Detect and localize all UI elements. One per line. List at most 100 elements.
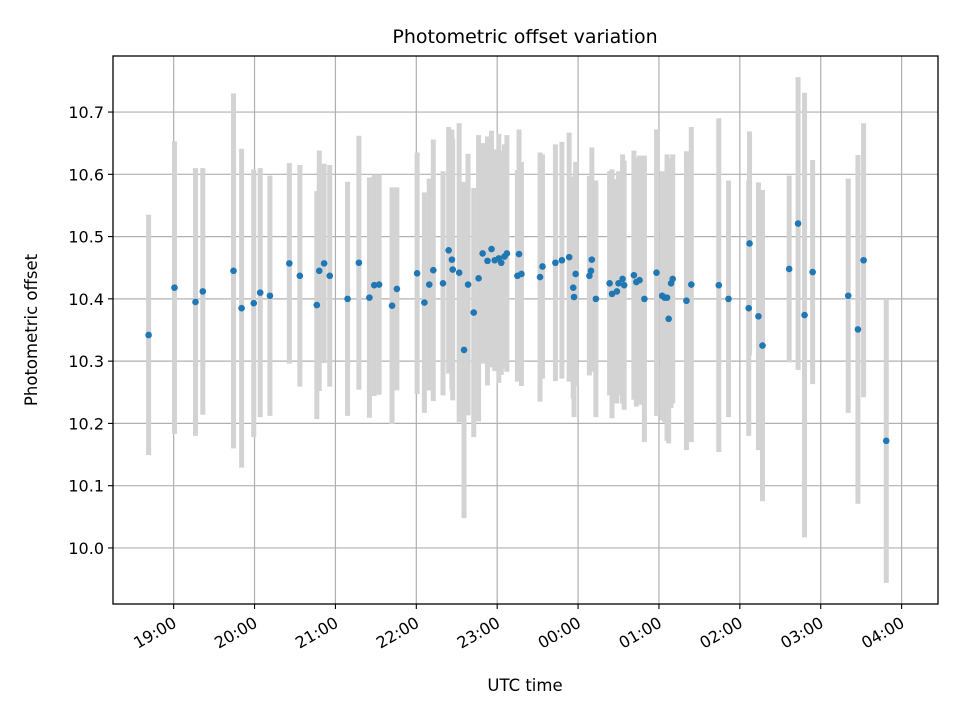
data-point bbox=[429, 266, 437, 274]
data-point bbox=[809, 268, 816, 276]
data-point bbox=[238, 304, 245, 312]
data-point bbox=[388, 302, 396, 310]
data-point bbox=[315, 267, 323, 275]
data-point bbox=[370, 281, 378, 289]
data-point bbox=[572, 270, 579, 278]
data-point bbox=[230, 267, 237, 275]
data-point bbox=[250, 299, 258, 307]
data-point bbox=[518, 270, 525, 278]
data-point bbox=[425, 281, 433, 288]
data-point bbox=[552, 259, 559, 267]
data-point bbox=[620, 281, 628, 289]
data-point bbox=[613, 288, 621, 295]
data-point bbox=[745, 304, 753, 312]
data-point bbox=[715, 281, 723, 289]
data-point bbox=[882, 437, 890, 445]
data-point bbox=[460, 346, 468, 354]
data-point bbox=[592, 295, 600, 303]
x-tick-label: 19:00 bbox=[130, 613, 179, 653]
x-tick-label: 20:00 bbox=[211, 613, 260, 653]
data-point bbox=[296, 272, 304, 280]
data-point bbox=[669, 275, 677, 283]
data-point bbox=[470, 309, 478, 316]
data-point bbox=[570, 293, 578, 301]
x-tick-label: 23:00 bbox=[454, 613, 503, 653]
data-point bbox=[636, 276, 643, 284]
data-point bbox=[565, 253, 573, 261]
data-points bbox=[145, 220, 890, 445]
chart-title: Photometric offset variation bbox=[392, 26, 657, 48]
data-point bbox=[421, 299, 428, 306]
data-point bbox=[286, 260, 293, 267]
y-tick-label: 10.2 bbox=[68, 414, 104, 433]
y-tick-label: 10.3 bbox=[68, 352, 104, 371]
y-tick-label: 10.6 bbox=[68, 165, 104, 184]
data-point bbox=[615, 279, 622, 287]
data-point bbox=[539, 263, 546, 270]
data-point bbox=[558, 256, 566, 264]
x-tick-label: 01:00 bbox=[616, 613, 665, 653]
x-tick-label: 22:00 bbox=[373, 613, 422, 653]
x-axis-label: UTC time bbox=[487, 676, 562, 695]
data-point bbox=[725, 295, 732, 303]
plot-frame bbox=[112, 55, 939, 605]
data-point bbox=[266, 292, 274, 300]
data-point bbox=[393, 285, 401, 293]
y-tick-label: 10.1 bbox=[68, 477, 104, 496]
data-point bbox=[860, 256, 867, 264]
x-tick-label: 21:00 bbox=[292, 613, 341, 653]
data-point bbox=[794, 220, 802, 227]
data-point bbox=[688, 281, 695, 288]
data-point bbox=[587, 267, 595, 275]
data-point bbox=[785, 265, 793, 273]
data-point bbox=[171, 284, 178, 291]
data-point bbox=[455, 269, 463, 277]
data-point bbox=[801, 311, 808, 319]
data-point bbox=[503, 250, 511, 257]
data-point bbox=[355, 259, 363, 267]
data-point bbox=[445, 246, 452, 254]
y-tick-label: 10.5 bbox=[68, 228, 104, 247]
data-point bbox=[475, 275, 482, 282]
y-tick-label: 10.0 bbox=[68, 539, 104, 558]
data-point bbox=[413, 270, 421, 277]
data-point bbox=[536, 273, 544, 281]
data-point bbox=[665, 315, 672, 323]
error-bars bbox=[146, 77, 889, 583]
data-point bbox=[588, 256, 596, 263]
data-point bbox=[320, 260, 328, 267]
data-point bbox=[488, 245, 495, 253]
data-point bbox=[569, 284, 577, 291]
data-point bbox=[759, 342, 766, 349]
data-point bbox=[641, 295, 648, 303]
data-point bbox=[313, 301, 321, 309]
x-tick-label: 04:00 bbox=[858, 613, 907, 653]
data-point bbox=[449, 266, 457, 273]
y-axis-label: Photometric offset bbox=[22, 253, 41, 406]
data-point bbox=[256, 289, 264, 296]
data-point bbox=[608, 290, 616, 298]
data-point bbox=[479, 250, 486, 257]
data-point bbox=[344, 295, 351, 303]
data-point bbox=[448, 256, 456, 263]
data-point bbox=[375, 281, 383, 288]
data-point bbox=[683, 297, 690, 305]
data-point bbox=[145, 331, 152, 339]
y-tick-label: 10.7 bbox=[68, 103, 104, 122]
data-point bbox=[192, 298, 199, 306]
data-point bbox=[844, 292, 852, 300]
data-point bbox=[619, 275, 626, 283]
data-point bbox=[484, 257, 491, 265]
data-point bbox=[746, 240, 753, 247]
data-point bbox=[464, 281, 472, 288]
data-point bbox=[439, 279, 447, 287]
x-tick-label: 00:00 bbox=[535, 613, 584, 653]
data-point bbox=[199, 288, 207, 295]
data-point bbox=[854, 326, 862, 333]
data-point bbox=[515, 250, 523, 258]
data-point bbox=[366, 294, 373, 301]
data-point bbox=[606, 279, 613, 287]
data-point bbox=[755, 313, 762, 320]
data-point bbox=[497, 259, 505, 267]
